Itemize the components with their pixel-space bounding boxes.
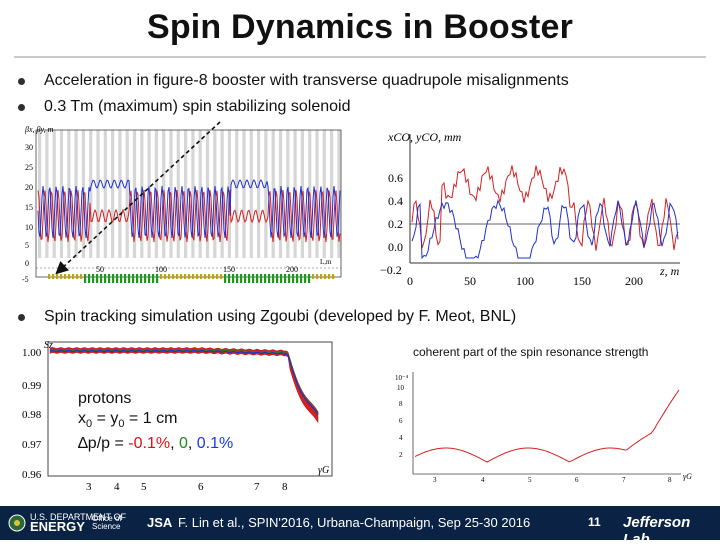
beta-xtick: 100 xyxy=(155,265,167,274)
footer-bar: U.S. DEPARTMENT OF ENERGY Office of Scienc… xyxy=(0,506,720,548)
beta-ytick: 5 xyxy=(25,241,29,250)
res-ytick: 2 xyxy=(399,451,403,459)
bullet-solenoid: 0.3 Tm (maximum) spin stabilizing soleno… xyxy=(18,98,350,116)
office-of-science-logo: Office of Science xyxy=(92,514,122,531)
beta-ylabel: βx, βy, m xyxy=(24,125,54,134)
pol-xtick: 8 xyxy=(282,481,288,493)
res-xtick: 6 xyxy=(575,476,579,484)
res-ytick: 4 xyxy=(399,434,403,442)
pol-xlabel: γG xyxy=(318,465,329,476)
bullet-dot-icon xyxy=(18,104,25,111)
pol-xtick: 7 xyxy=(254,481,260,493)
protons-label: protons xyxy=(78,390,132,407)
orbit-xtick: 150 xyxy=(573,274,591,288)
protons-legend: protons x0 = y0 = 1 cm ∆p/p = -0.1%, 0, … xyxy=(78,389,233,454)
bullet-dot-icon xyxy=(18,314,25,321)
pol-ytick: 0.96 xyxy=(22,469,42,481)
orbit-xtick: 50 xyxy=(464,274,476,288)
res-ytick: 6 xyxy=(399,417,403,425)
pol-ytick: 0.98 xyxy=(22,409,42,421)
doe-seal-icon xyxy=(8,514,26,532)
beta-xtick: 150 xyxy=(223,265,235,274)
beta-ytick: 15 xyxy=(25,203,33,212)
resonance-caption: coherent part of the spin resonance stre… xyxy=(413,345,649,359)
polarization-plot: Sz 1.00 0.99 0.98 0.97 0.96 3 4 5 6 7 8 … xyxy=(22,340,333,493)
res-ytick: 10 xyxy=(397,384,405,392)
res-xtick: 8 xyxy=(668,476,672,484)
title-divider xyxy=(14,56,706,58)
bullet-text: 0.3 Tm (maximum) spin stabilizing soleno… xyxy=(44,98,351,115)
momentum-spread-label: ∆p/p = -0.1%, 0, 0.1% xyxy=(78,435,234,453)
orbit-ytick: 0.6 xyxy=(388,171,403,185)
pol-xtick: 4 xyxy=(114,481,120,493)
res-xtick: 7 xyxy=(622,476,626,484)
res-xtick: 4 xyxy=(481,476,485,484)
orbit-xtick: 200 xyxy=(625,274,643,288)
beta-ytick: 0 xyxy=(25,259,29,268)
res-xtick: 3 xyxy=(433,476,437,484)
pol-ytick: 1.00 xyxy=(22,347,42,359)
beta-ytick: -5 xyxy=(22,275,29,284)
orbit-xlabel: z, m xyxy=(659,264,680,278)
closed-orbit-plot: xCO, yCO, mm 0.6 0.4 0.2 0.0 −0.2 0 50 1… xyxy=(380,130,680,288)
pol-ytick: 0.97 xyxy=(22,439,42,451)
beta-ytick: 10 xyxy=(25,223,33,232)
jsa-logo: JSA xyxy=(147,515,173,530)
doe-logo: U.S. DEPARTMENT OF ENERGY xyxy=(30,512,127,534)
orbit-ytick: −0.2 xyxy=(380,263,402,277)
res-ytick: 8 xyxy=(399,400,403,408)
resonance-strength-plot: 10⁻⁴ 10 8 6 4 2 3 4 5 6 7 8 γG xyxy=(395,372,692,484)
orbit-xtick: 100 xyxy=(516,274,534,288)
res-xlabel: γG xyxy=(683,472,692,481)
page-number: 11 xyxy=(588,515,601,529)
beta-xlabel: L,m xyxy=(320,258,332,266)
pol-ylabel: Sz xyxy=(44,340,53,351)
pol-xtick: 5 xyxy=(141,481,147,493)
beta-ytick: 20 xyxy=(25,183,33,192)
bullet-zgoubi: Spin tracking simulation using Zgoubi (d… xyxy=(18,308,516,326)
bullet-dot-icon xyxy=(18,78,25,85)
beta-function-plot: βx, βy, m L,m 30 25 20 15 10 5 0 -5 50 1… xyxy=(22,125,342,284)
bullet-text: Spin tracking simulation using Zgoubi (d… xyxy=(44,308,517,325)
beta-ytick: 30 xyxy=(25,143,33,152)
beta-xtick: 200 xyxy=(286,265,298,274)
orbit-ytick: 0.0 xyxy=(388,240,403,254)
bullet-text: Acceleration in figure-8 booster with tr… xyxy=(44,72,569,89)
bullet-acceleration: Acceleration in figure-8 booster with tr… xyxy=(18,72,569,90)
initial-offset-label: x0 = y0 = 1 cm xyxy=(78,410,178,431)
res-xtick: 5 xyxy=(528,476,532,484)
orbit-ytick: 0.2 xyxy=(388,217,403,231)
jefferson-lab-logo: Jefferson Lab xyxy=(623,514,691,548)
orbit-ylabel: xCO, yCO, mm xyxy=(387,130,462,144)
orbit-xtick: 0 xyxy=(407,274,413,288)
pol-ytick: 0.99 xyxy=(22,380,42,392)
slide-title: Spin Dynamics in Booster xyxy=(146,8,574,46)
pol-xtick: 3 xyxy=(86,481,92,493)
citation: F. Lin et al., SPIN'2016, Urbana-Champai… xyxy=(178,515,531,530)
orbit-ytick: 0.4 xyxy=(388,194,403,208)
res-yunit: 10⁻⁴ xyxy=(395,374,409,382)
beta-xtick: 50 xyxy=(96,265,104,274)
solenoid-pointer-arrow xyxy=(55,121,221,275)
beta-ytick: 25 xyxy=(25,163,33,172)
pol-xtick: 6 xyxy=(198,481,204,493)
